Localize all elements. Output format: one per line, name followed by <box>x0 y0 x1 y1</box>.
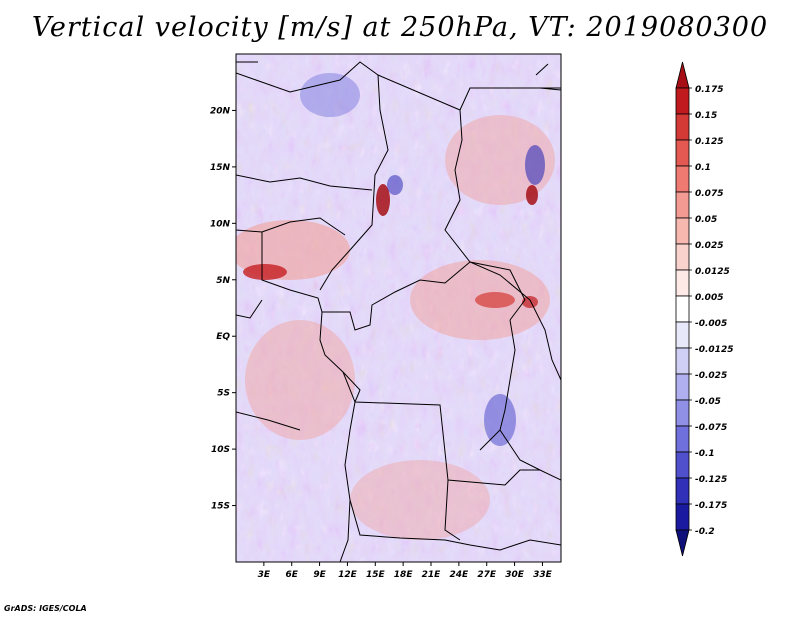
lon-tick-label: 27E <box>477 570 497 580</box>
colorbar-label: -0.2 <box>695 527 715 537</box>
lat-tick-label: 5N <box>216 276 230 286</box>
colorbar-swatch <box>675 373 690 401</box>
lat-tick-label: 15N <box>210 163 231 173</box>
colorbar-swatch <box>675 243 690 271</box>
colorbar-label: -0.025 <box>695 371 727 381</box>
colorbar-swatch <box>675 529 690 557</box>
colorbar-swatch <box>675 139 690 167</box>
lon-tick-label: 18E <box>394 570 414 580</box>
colorbar-label: 0.1 <box>695 163 711 173</box>
colorbar-swatch <box>675 113 690 141</box>
lon-tick-label: 21E <box>422 570 442 580</box>
colorbar-label: -0.075 <box>695 423 727 433</box>
lon-tick-label: 12E <box>338 570 358 580</box>
credit-text: GrADS: IGES/COLA <box>4 604 87 613</box>
colorbar-label: 0.05 <box>695 215 717 225</box>
lon-tick-label: 6E <box>286 570 299 580</box>
colorbar-swatch <box>675 321 690 349</box>
lat-tick-label: 20N <box>210 106 231 116</box>
colorbar-swatch <box>675 165 690 193</box>
colorbar-label: -0.1 <box>695 449 715 459</box>
lat-tick-label: EQ <box>216 332 230 342</box>
colorbar-label: 0.005 <box>695 293 723 303</box>
longitude-axis: 3E 6E 9E 12E 15E 18E 21E 24E 27E 30E 33E <box>258 562 553 580</box>
colorbar-swatch <box>675 295 690 323</box>
colorbar-swatch <box>675 269 690 297</box>
lon-tick-label: 15E <box>366 570 386 580</box>
colorbar-label: -0.005 <box>695 319 727 329</box>
colorbar-swatch <box>675 451 690 479</box>
colorbar-swatch <box>675 347 690 375</box>
colorbar-swatch <box>675 425 690 453</box>
colorbar-swatch <box>675 217 690 245</box>
lon-tick-label: 30E <box>505 570 525 580</box>
colorbar-label: -0.125 <box>695 475 727 485</box>
lat-tick-label: 5S <box>217 389 230 399</box>
colorbar-label: 0.075 <box>695 189 723 199</box>
colorbar-swatch <box>675 399 690 427</box>
lat-tick-label: 10N <box>210 219 231 229</box>
lat-tick-label: 10S <box>211 445 230 455</box>
lon-tick-label: 33E <box>533 570 553 580</box>
country-borders <box>236 61 561 562</box>
velocity-field <box>236 54 561 562</box>
colorbar-label: 0.025 <box>695 241 723 251</box>
colorbar-swatch <box>675 503 690 531</box>
lon-tick-label: 24E <box>450 570 470 580</box>
colorbar-swatch <box>675 191 690 219</box>
colorbar-swatch <box>675 61 690 89</box>
chart-title: Vertical velocity [m/s] at 250hPa, VT: 2… <box>31 12 769 43</box>
lon-tick-label: 3E <box>258 570 271 580</box>
colorbar-label: -0.05 <box>695 397 721 407</box>
lat-tick-label: 15S <box>211 502 230 512</box>
colorbar-label: 0.15 <box>695 111 717 121</box>
colorbar-label: 0.125 <box>695 137 723 147</box>
colorbar-swatch <box>675 477 690 505</box>
colorbar-label: 0.175 <box>695 85 723 95</box>
colorbar-label: -0.0125 <box>695 345 733 355</box>
map-frame <box>235 53 562 563</box>
colorbar-label: 0.0125 <box>695 267 730 277</box>
lon-tick-label: 9E <box>313 570 326 580</box>
latitude-axis: 20N 15N 10N 5N EQ 5S 10S 15S <box>210 106 236 512</box>
colorbar-label: -0.175 <box>695 501 727 511</box>
colorbar-swatch <box>675 87 690 115</box>
